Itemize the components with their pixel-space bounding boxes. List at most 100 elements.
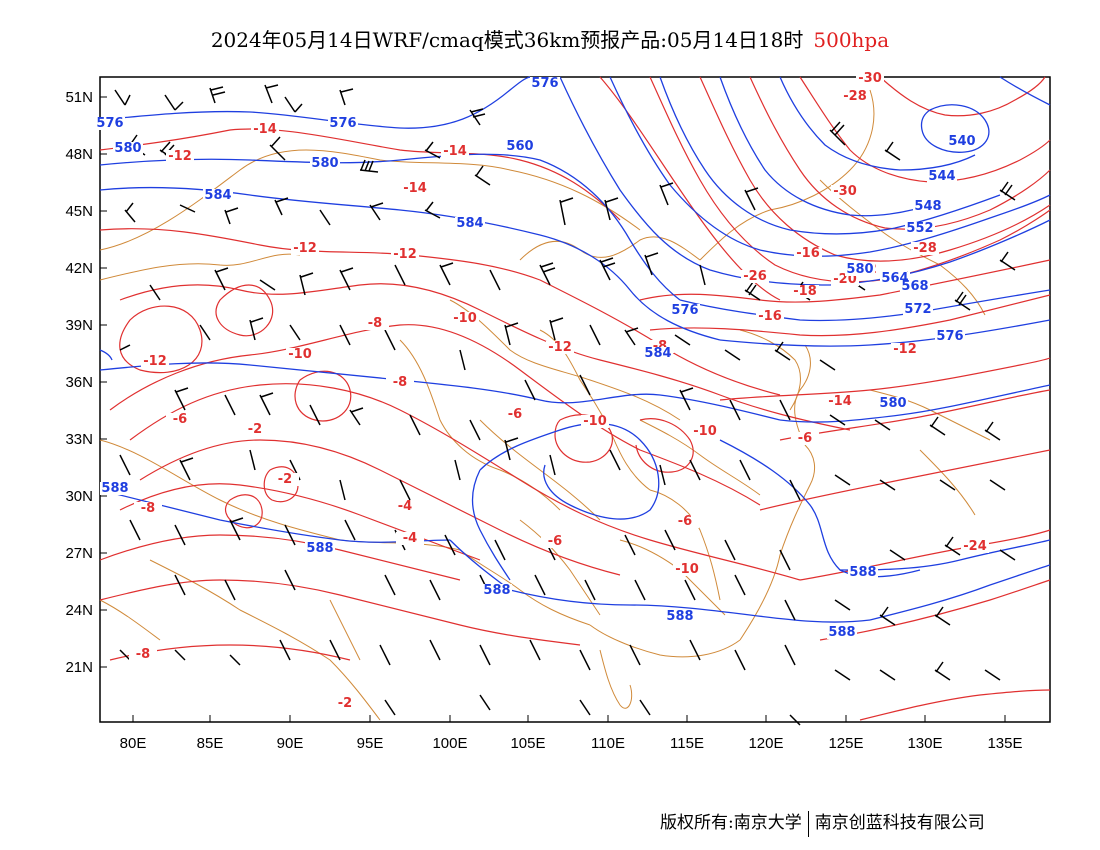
temperature-label-bg <box>791 432 819 445</box>
height-label-bg <box>848 566 878 579</box>
x-tick-label: 115E <box>670 735 704 752</box>
temperature-label: -30 <box>833 184 857 199</box>
temperature-labels: -14 -12 -14 -14 -12 -12 -10 -12 -8 -10 -8 -12 -6 -10 -… <box>129 71 989 711</box>
temperature-label-bg <box>386 376 414 389</box>
x-tick-label: 95E <box>357 735 384 752</box>
temperature-label: -10 <box>288 347 312 362</box>
height-label: 576 <box>936 329 963 344</box>
temperature-label-bg <box>134 502 162 515</box>
height-label: 568 <box>901 279 928 294</box>
height-label: 576 <box>96 116 123 131</box>
height-label: 580 <box>311 156 338 171</box>
copyright-partner: 南京创蓝科技有限公司 <box>814 813 985 833</box>
temperature-label-bg <box>166 413 194 426</box>
temperature-label-bg <box>331 697 359 710</box>
height-label: 544 <box>928 169 955 184</box>
x-tick-label: 85E <box>197 735 224 752</box>
map-frame <box>99 76 1051 723</box>
temperature-label-bg <box>391 500 419 513</box>
temperature-label-bg <box>756 310 784 323</box>
x-tick-label: 90E <box>277 735 304 752</box>
temperature-label-bg <box>673 563 701 576</box>
temperature-label: -30 <box>858 71 882 86</box>
x-axis: 80E 85E 90E 95E 100E 105E 110E 115E 120E 125E 130E… <box>120 715 1023 752</box>
temperature-label: -2 <box>248 422 262 437</box>
x-tick-label: 105E <box>510 735 545 752</box>
map-title: 2024年05月14日WRF/cmaq模式36km预报产品:05月14日18时 5… <box>0 24 1100 53</box>
temperature-label-bg <box>251 123 279 136</box>
temperature-label: -14 <box>253 122 277 137</box>
temperature-label: -12 <box>393 247 417 262</box>
height-label-bg <box>827 626 857 639</box>
height-label: 588 <box>483 583 510 598</box>
temperature-label-bg <box>541 535 569 548</box>
temperature-label-bg <box>841 90 869 103</box>
height-label: 540 <box>948 134 975 149</box>
temperature-label-bg <box>794 247 822 260</box>
x-tick-label: 135E <box>987 735 1022 752</box>
height-label-bg <box>913 200 943 213</box>
temperature-label: -4 <box>398 499 412 514</box>
temperature-label-bg <box>241 423 269 436</box>
temperature-label-bg <box>911 242 939 255</box>
height-label: 576 <box>531 76 558 91</box>
height-label: 580 <box>114 141 141 156</box>
y-tick-label: 36N <box>65 374 93 391</box>
temperature-label: -12 <box>143 354 167 369</box>
temperature-label-bg <box>856 72 884 85</box>
height-label: 572 <box>904 302 931 317</box>
height-label-bg <box>665 610 695 623</box>
copyright-notice: 版权所有:南京大学 南京创蓝科技有限公司 <box>660 808 985 837</box>
y-tick-label: 48N <box>65 146 93 163</box>
temperature-label: -12 <box>893 342 917 357</box>
height-labels: 576 576 576 580 580 560 584 584 584 576 580 540 544 5… <box>95 76 977 640</box>
temperature-label: -2 <box>278 472 292 487</box>
temperature-label: -8 <box>136 647 150 662</box>
height-label: 560 <box>506 139 533 154</box>
height-label: 588 <box>101 481 128 496</box>
temperature-label-bg <box>291 242 319 255</box>
height-label-bg <box>482 584 512 597</box>
temperature-label-bg <box>451 312 479 325</box>
x-tick-label: 100E <box>432 735 467 752</box>
temperature-label-bg <box>961 540 989 553</box>
temperature-label: -16 <box>796 246 820 261</box>
temperature-label: -12 <box>168 149 192 164</box>
height-label-bg <box>670 304 700 317</box>
title-level: 500hpa <box>813 28 890 52</box>
temperature-label-bg <box>831 273 859 286</box>
y-tick-label: 39N <box>65 317 93 334</box>
height-label: 552 <box>906 221 933 236</box>
temperature-label: -16 <box>758 309 782 324</box>
temperature-label: -6 <box>548 534 562 549</box>
height-label-bg <box>947 135 977 148</box>
temperature-label-bg <box>396 532 424 545</box>
height-label-bg <box>95 117 125 130</box>
temperature-label-bg <box>441 145 469 158</box>
temperature-label-bg <box>691 425 719 438</box>
height-label-bg <box>643 347 673 360</box>
y-tick-label: 21N <box>65 659 93 676</box>
height-label: 588 <box>666 609 693 624</box>
temperature-label: -10 <box>675 562 699 577</box>
temperature-label-bg <box>826 395 854 408</box>
temperature-label-bg <box>166 150 194 163</box>
temperature-label: -8 <box>368 316 382 331</box>
height-label: 576 <box>329 116 356 131</box>
temperature-label-bg <box>891 343 919 356</box>
height-label-bg <box>113 142 143 155</box>
height-label: 548 <box>914 199 941 214</box>
temperature-label: -12 <box>293 241 317 256</box>
height-label: 584 <box>204 188 231 203</box>
temperature-label: -14 <box>403 181 427 196</box>
y-tick-label: 33N <box>65 431 93 448</box>
temperature-label-bg <box>741 270 769 283</box>
temperature-label-bg <box>401 182 429 195</box>
height-label-bg <box>328 117 358 130</box>
temperature-label-bg <box>129 648 157 661</box>
temperature-label-bg <box>286 348 314 361</box>
x-tick-label: 80E <box>120 735 147 752</box>
height-label: 584 <box>644 346 671 361</box>
height-label: 584 <box>456 216 483 231</box>
